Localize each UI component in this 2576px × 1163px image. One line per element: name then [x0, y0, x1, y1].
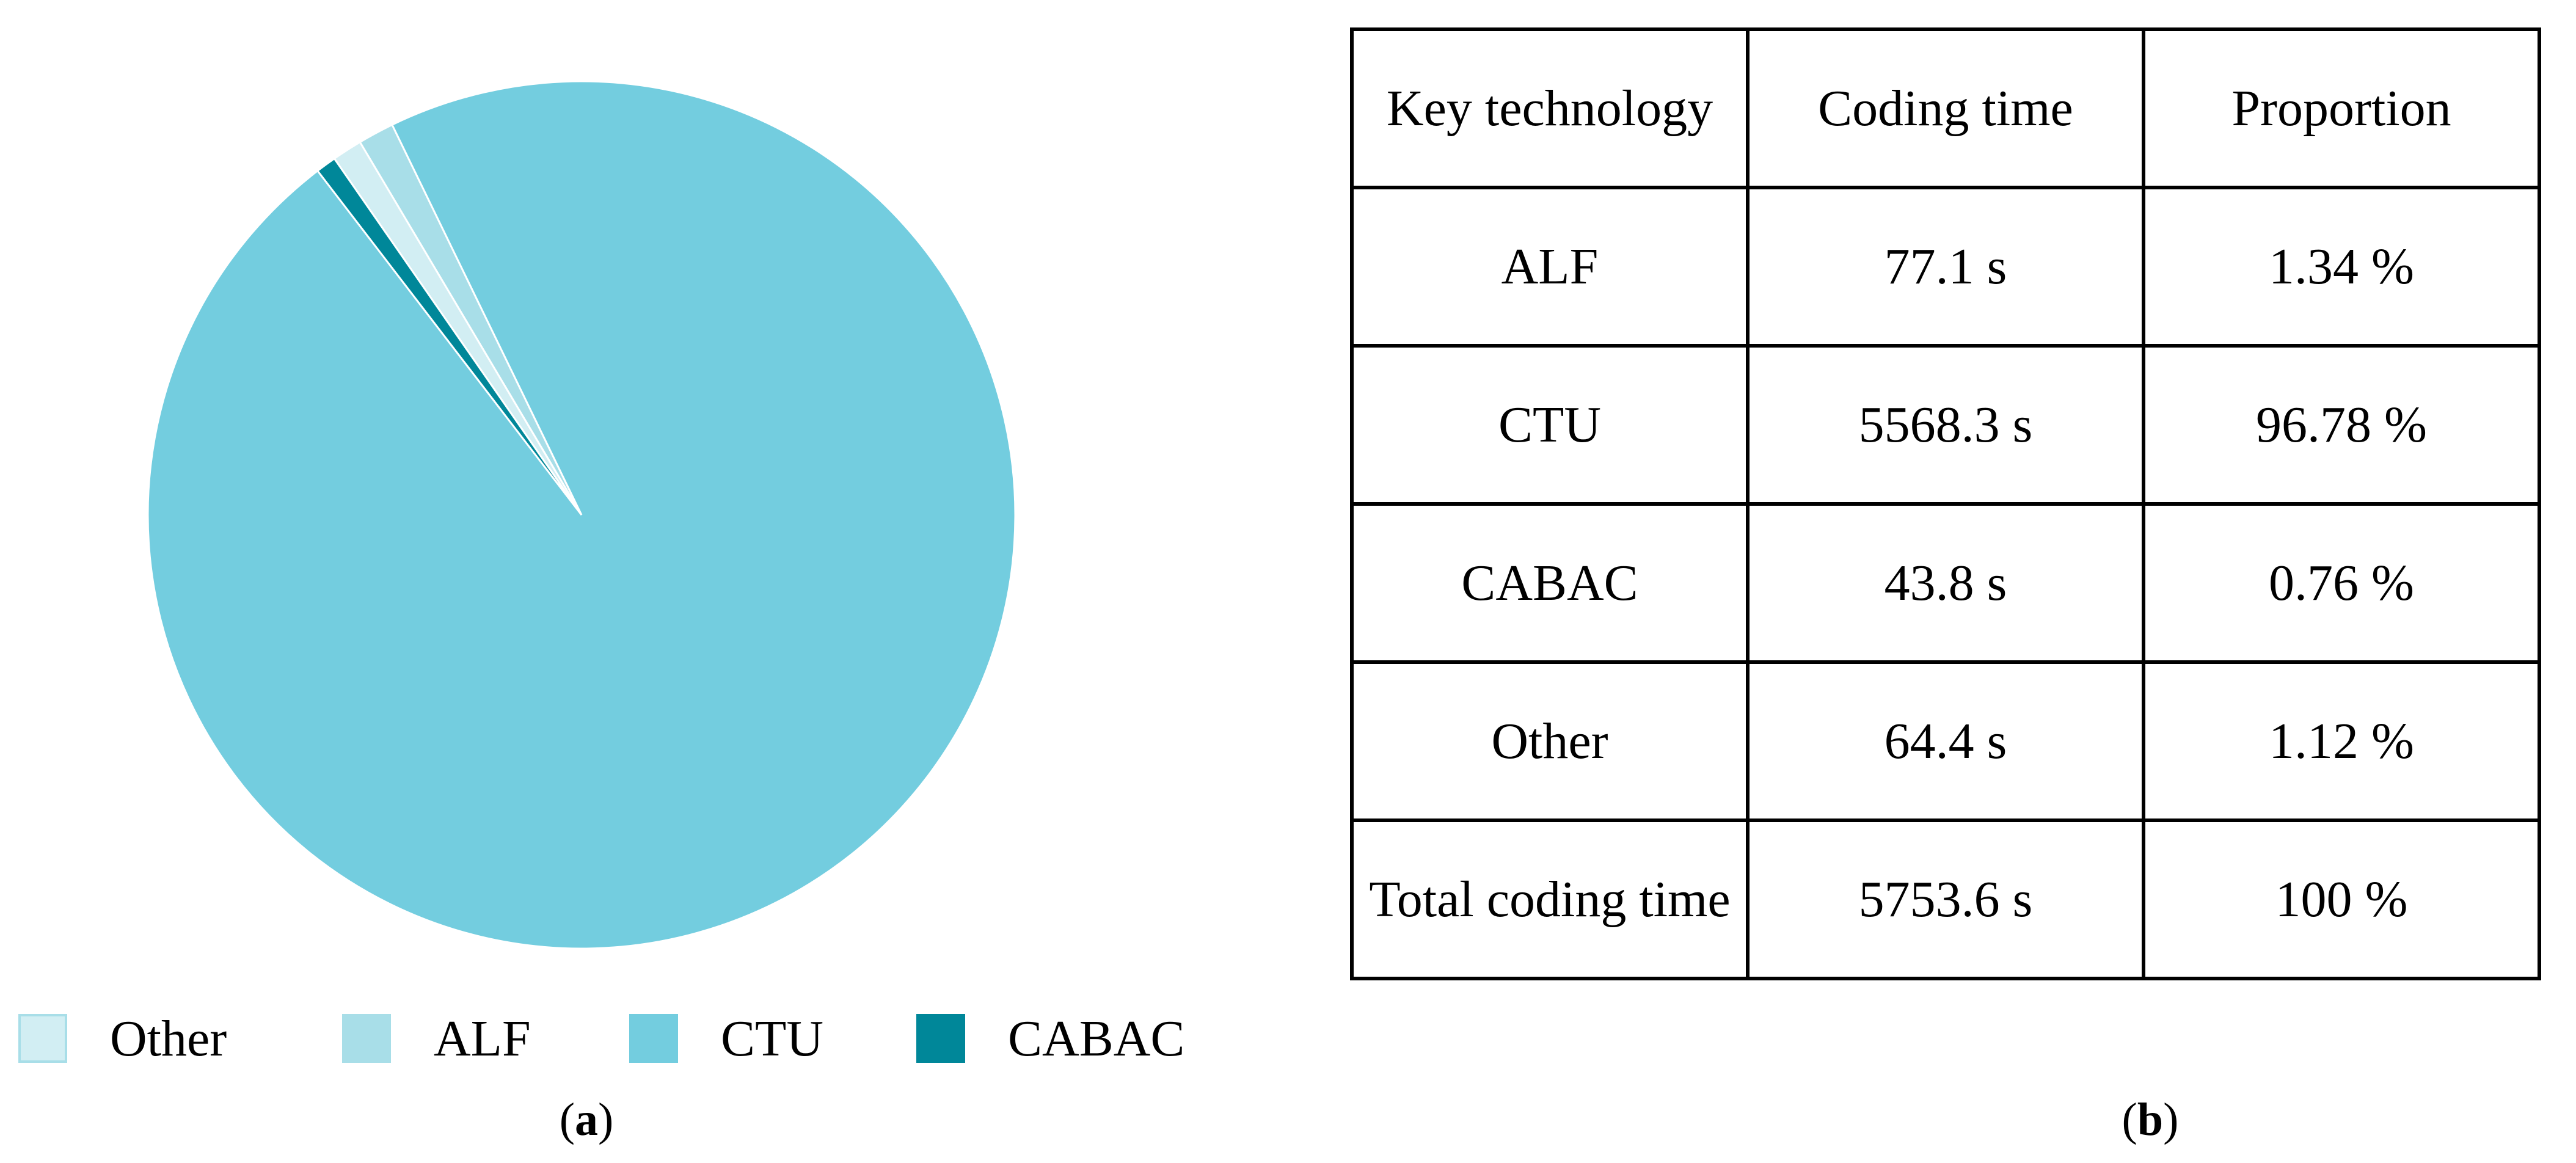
pie-slice-ctu [147, 80, 1016, 950]
legend-label-ctu: CTU [721, 1010, 823, 1067]
table-row: ALF 77.1 s 1.34 % [1350, 186, 2541, 348]
table-row: CTU 5568.3 s 96.78 % [1350, 344, 2541, 506]
table-cell: Total coding time [1350, 818, 1750, 980]
table-row: Total coding time 5753.6 s 100 % [1350, 818, 2541, 980]
table-cell: 100 % [2142, 818, 2541, 980]
legend-swatch-other [18, 1014, 67, 1063]
legend-swatch-alf [342, 1014, 391, 1063]
table-row: Other 64.4 s 1.12 % [1350, 660, 2541, 822]
header-cell: Proportion [2142, 27, 2541, 189]
table-cell: 64.4 s [1746, 660, 2145, 822]
table-cell: 1.12 % [2142, 660, 2541, 822]
legend-item-cabac: CABAC [916, 1010, 1185, 1067]
table-cell: 5753.6 s [1746, 818, 2145, 980]
pie-slice-cabac [316, 157, 583, 516]
table-cell: ALF [1350, 186, 1750, 348]
table-cell: 0.76 % [2142, 502, 2541, 664]
table-cell: Other [1350, 660, 1750, 822]
pie-chart-panel: Other ALF CTU CABAC (a) [0, 0, 1283, 1163]
caption-b: (b) [2122, 1094, 2179, 1145]
table-cell: 96.78 % [2142, 344, 2541, 506]
legend-label-alf: ALF [434, 1010, 531, 1067]
table-row: CABAC 43.8 s 0.76 % [1350, 502, 2541, 664]
legend-swatch-cabac [916, 1014, 965, 1063]
chart-legend: Other ALF CTU CABAC [18, 1010, 1240, 1067]
legend-item-other: Other [18, 1010, 227, 1067]
table-cell: 77.1 s [1746, 186, 2145, 348]
header-cell: Key technology [1350, 27, 1750, 189]
table-cell: 1.34 % [2142, 186, 2541, 348]
table-cell: CABAC [1350, 502, 1750, 664]
legend-label-cabac: CABAC [1008, 1010, 1185, 1067]
table-cell: 43.8 s [1746, 502, 2145, 664]
legend-item-alf: ALF [342, 1010, 531, 1067]
table-header-row: Key technology Coding time Proportion [1350, 27, 2541, 189]
legend-item-ctu: CTU [629, 1010, 823, 1067]
header-cell: Coding time [1746, 27, 2145, 189]
table-cell: 5568.3 s [1746, 344, 2145, 506]
caption-a: (a) [559, 1094, 614, 1145]
coding-time-table-panel: Key technology Coding time Proportion AL… [1350, 27, 2541, 1145]
legend-label-other: Other [110, 1010, 227, 1067]
coding-time-table: Key technology Coding time Proportion AL… [1350, 27, 2541, 980]
caption-b-letter: b [2137, 1094, 2164, 1145]
table-cell: CTU [1350, 344, 1750, 506]
pie-chart [147, 80, 1016, 950]
legend-swatch-ctu [629, 1014, 678, 1063]
caption-a-letter: a [575, 1094, 598, 1145]
